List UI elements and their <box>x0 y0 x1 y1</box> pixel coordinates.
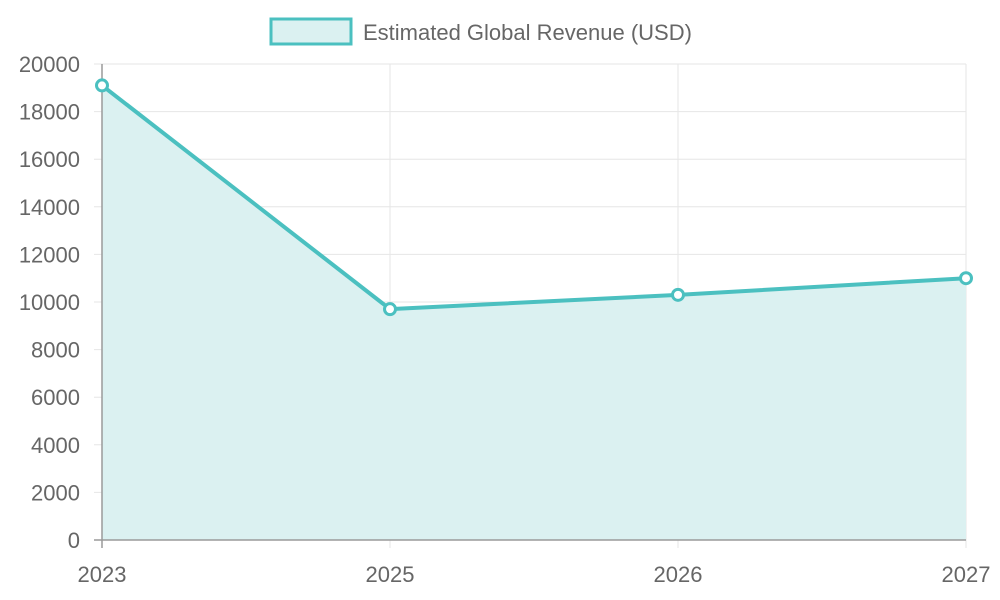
series-area <box>102 85 966 541</box>
x-tick-label: 2025 <box>366 562 415 587</box>
data-point[interactable] <box>671 287 685 302</box>
y-tick-label: 6000 <box>31 385 80 410</box>
series-line <box>100 83 967 312</box>
axes <box>94 64 966 548</box>
y-tick-label: 20000 <box>19 52 80 77</box>
data-point[interactable] <box>959 271 973 286</box>
legend-swatch[interactable] <box>269 17 353 46</box>
x-tick-label: 2026 <box>654 562 703 587</box>
y-tick-label: 18000 <box>19 100 80 125</box>
y-tick-label: 8000 <box>31 338 80 363</box>
data-point[interactable] <box>383 302 397 317</box>
legend[interactable]: Estimated Global Revenue (USD) <box>269 17 692 46</box>
legend-label[interactable]: Estimated Global Revenue (USD) <box>363 20 692 45</box>
area-fill <box>102 85 966 541</box>
y-tick-label: 0 <box>68 528 80 553</box>
y-tick-label: 2000 <box>31 480 80 505</box>
data-points <box>95 78 973 317</box>
y-tick-label: 12000 <box>19 242 80 267</box>
data-point[interactable] <box>95 78 109 93</box>
series-line-path <box>100 83 967 312</box>
y-tick-label: 16000 <box>19 147 80 172</box>
x-tick-label: 2023 <box>78 562 127 587</box>
y-tick-label: 10000 <box>19 290 80 315</box>
y-tick-label: 4000 <box>31 433 80 458</box>
y-tick-label: 14000 <box>19 195 80 220</box>
tick-labels: 0 2000 4000 6000 8000 10000 12000 14000 16000 180… <box>19 52 991 587</box>
x-tick-label: 2027 <box>942 562 991 587</box>
